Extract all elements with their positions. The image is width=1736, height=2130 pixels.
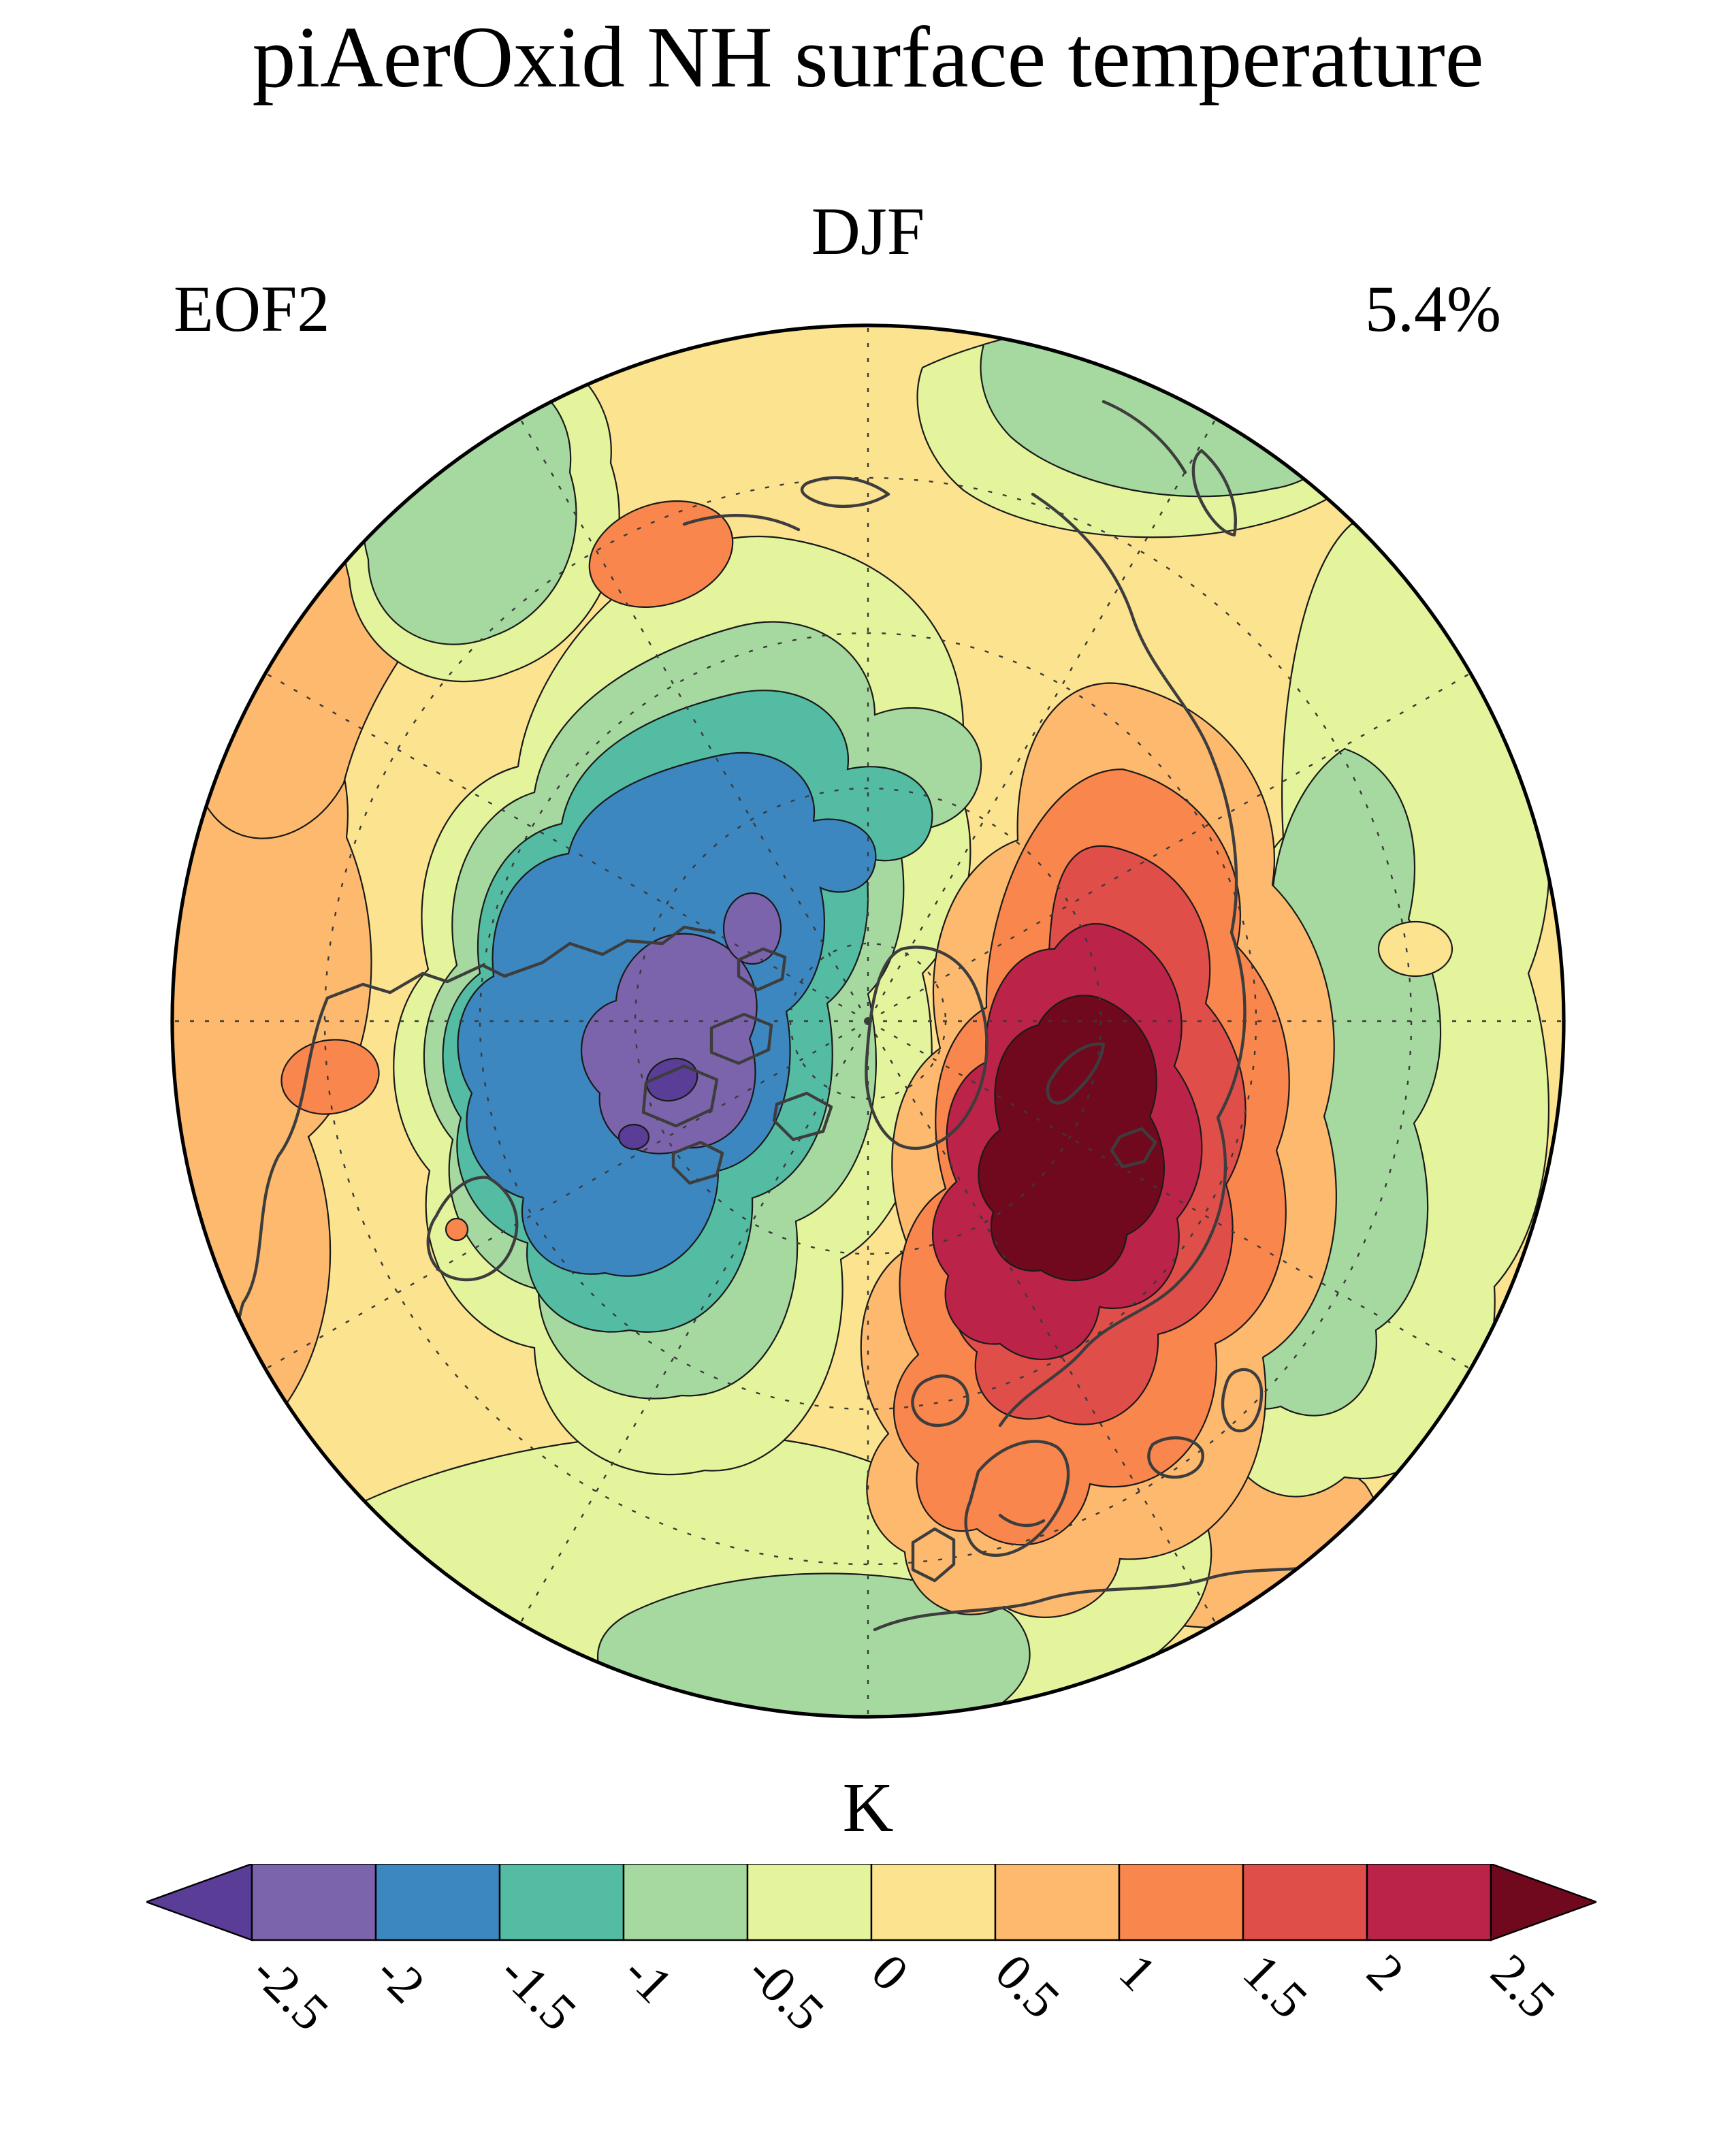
colorbar-tick-label: 1.5 (1232, 1943, 1319, 2030)
colorbar-cell (1242, 1862, 1368, 1941)
arctic-island (709, 1012, 773, 1065)
colorbar-tick-label: -2 (365, 1943, 436, 2014)
colorbar-under-arrow (144, 1862, 253, 1941)
arctic-island (641, 1064, 719, 1128)
season-label: DJF (811, 193, 925, 269)
coast-eurasia (998, 492, 1247, 1427)
colorbar-cell (622, 1862, 749, 1941)
meridian-line (265, 672, 869, 1022)
colorbar-tick-label: 2 (1356, 1943, 1415, 2002)
scandinavia (964, 1440, 1070, 1557)
polar-map (167, 320, 1569, 1722)
colorbar-cell (870, 1862, 997, 1941)
coast-north-america-arctic (325, 925, 716, 1000)
colorbar-title: K (842, 1769, 894, 1847)
arctic-island (772, 1091, 833, 1142)
colorbar-tick-label: -0.5 (737, 1943, 835, 2042)
caspian-sea (1221, 1368, 1264, 1433)
colorbar-tick-label: -2.5 (241, 1943, 339, 2042)
arctic-island (671, 1140, 724, 1185)
colorbar-cell (251, 1862, 377, 1941)
meridian-line (519, 1020, 869, 1624)
coastlines (230, 400, 1353, 1632)
colorbar-cell (994, 1862, 1121, 1941)
colorbar-tick-label: 0.5 (984, 1943, 1071, 2030)
hudson-bay (426, 1176, 519, 1282)
colorbar-cell (374, 1862, 501, 1941)
arctic-island (1110, 1127, 1157, 1169)
meridian-line (867, 418, 1217, 1022)
latitude-circle (634, 787, 1102, 1255)
black-sea (1147, 1436, 1204, 1479)
colorbar: -2.5 -2 -1.5 -1 -0.5 0 0.5 1 1.5 2 2.5 (144, 1862, 1599, 2123)
iceland (911, 1374, 969, 1427)
colorbar-tick-label: 1 (1108, 1943, 1167, 2002)
coast-east-asia (1102, 400, 1187, 474)
colorbar-cell (498, 1862, 625, 1941)
colorbar-cell (1366, 1862, 1492, 1941)
colorbar-tick-label: -1.5 (489, 1943, 587, 2042)
negative-anomaly (442, 690, 933, 1333)
positive-anomaly (860, 682, 1337, 1618)
meridian-line (867, 1020, 1471, 1370)
eof-label: EOF2 (174, 272, 330, 345)
map-boundary (170, 323, 1566, 1719)
alaska-peninsula (800, 476, 890, 509)
meridian-line (867, 1020, 1217, 1624)
colorbar-tick-label: -1 (613, 1943, 684, 2014)
novaya-zemlya (1046, 1042, 1106, 1105)
arctic-island (737, 947, 787, 992)
britain (911, 1527, 956, 1583)
latitude-circle (479, 632, 1257, 1410)
colorbar-cell (1118, 1862, 1244, 1941)
meridian-line (265, 1020, 869, 1370)
coast-europe-south (873, 1557, 1353, 1632)
greenland (865, 946, 988, 1150)
map-contents (172, 325, 1564, 1717)
colorbar-svg: -2.5 -2 -1.5 -1 -0.5 0 0.5 1 1.5 2 2.5 (144, 1862, 1599, 2042)
baltic-sea (998, 1513, 1046, 1528)
figure-title: piAerOxid NH surface temperature (252, 9, 1484, 106)
coast-bering (682, 513, 801, 532)
colorbar-tick-label: 0 (861, 1943, 919, 2002)
warm-blob-regions (280, 500, 734, 1242)
graticule (172, 325, 1564, 1717)
meridian-line (867, 672, 1471, 1022)
polar-map-svg (170, 323, 1566, 1719)
colorbar-over-arrow (1490, 1862, 1599, 1941)
kamchatka (1191, 449, 1237, 537)
colorbar-tick-label: 2.5 (1480, 1943, 1566, 2030)
meridian-line (519, 418, 869, 1022)
variance-label: 5.4% (1365, 272, 1501, 345)
colorbar-cell (746, 1862, 873, 1941)
